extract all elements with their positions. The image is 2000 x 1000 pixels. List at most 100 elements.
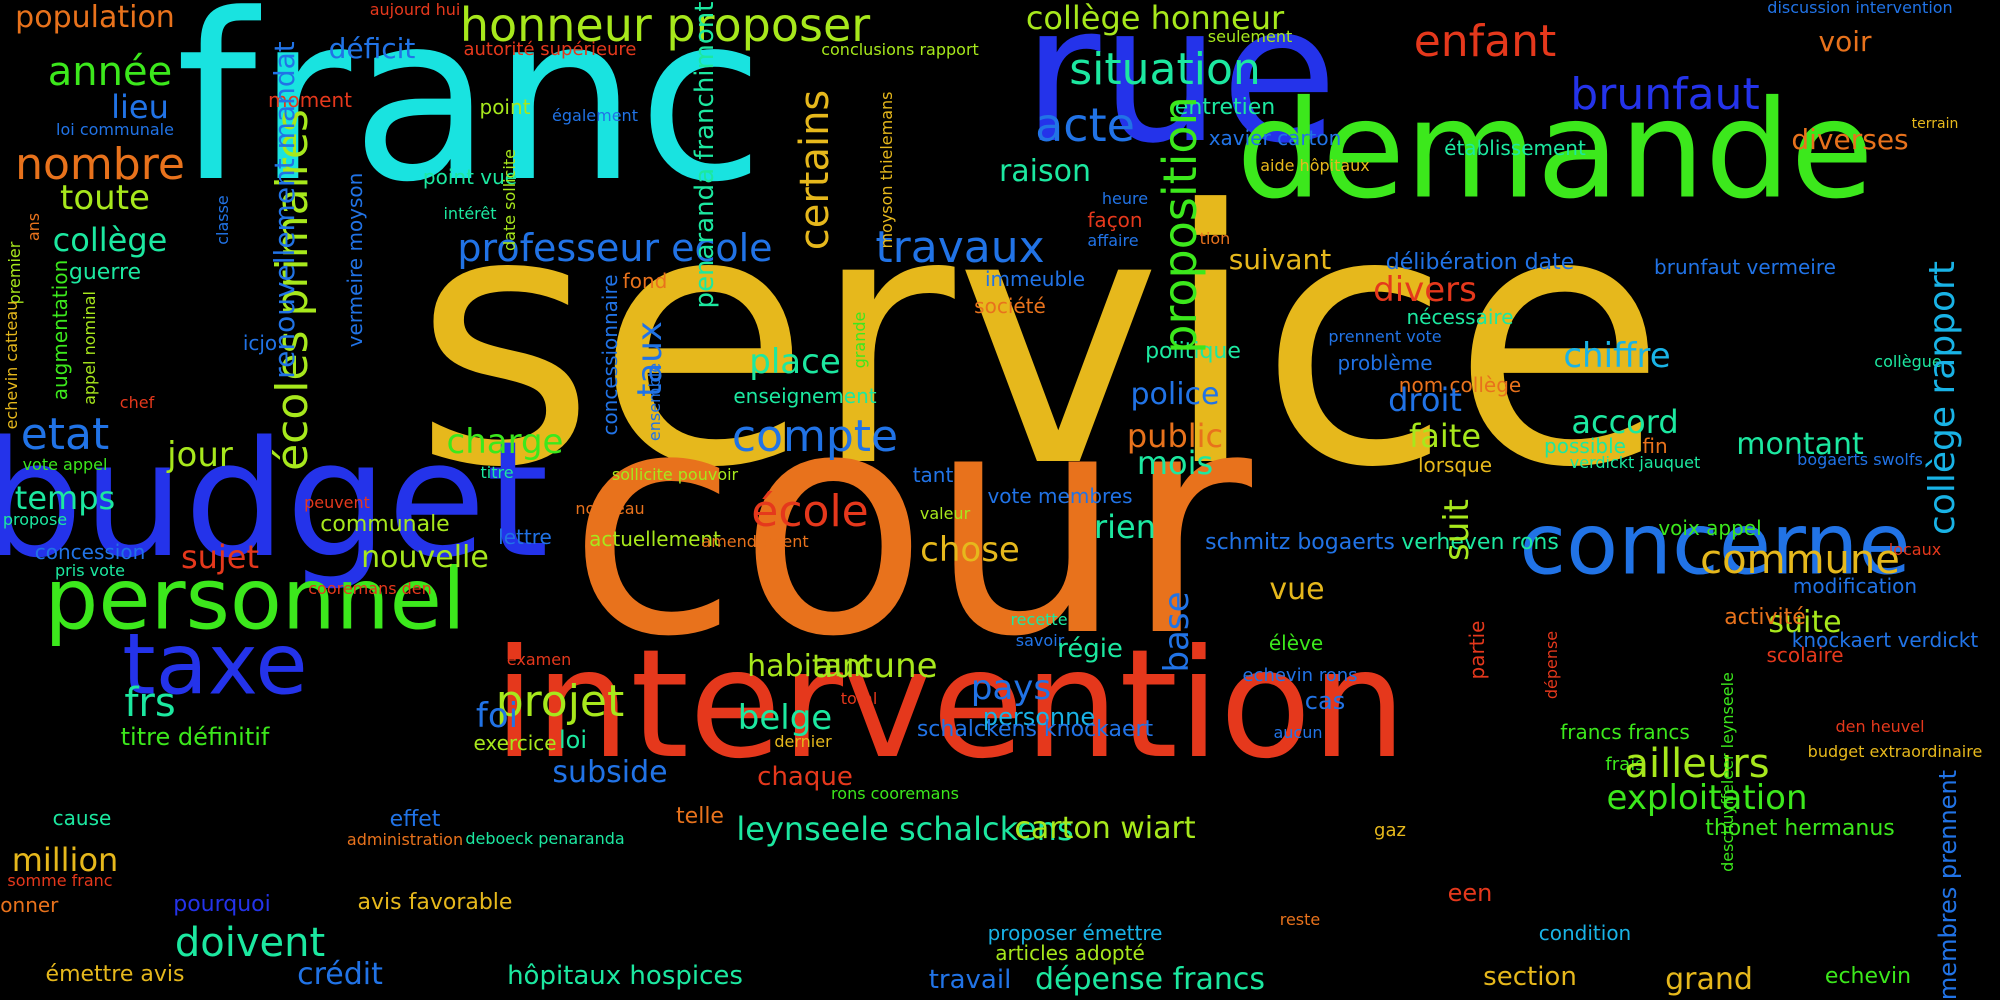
cloud-word: concerne: [1519, 495, 1911, 595]
cloud-word: honneur proposer: [459, 0, 871, 52]
cloud-word: rons cooremans: [831, 784, 959, 803]
cloud-word: travail: [928, 965, 1012, 995]
cloud-word: belge: [737, 698, 833, 738]
cloud-word: hôpitaux hospices: [507, 961, 743, 991]
cloud-word: affaire: [1087, 231, 1139, 250]
cloud-word: exercice: [473, 731, 557, 755]
cloud-word: xavier carton: [1208, 126, 1342, 150]
cloud-word: chef: [119, 393, 155, 412]
cloud-word: raison: [998, 154, 1092, 189]
cloud-word: dernier: [774, 732, 832, 751]
cloud-word: ans: [24, 212, 43, 242]
cloud-word: leynseele schalckens: [736, 810, 1074, 848]
cloud-word: loi: [558, 726, 588, 754]
cloud-word: concession: [34, 540, 146, 564]
cloud-word: voix appel: [1658, 516, 1762, 540]
cloud-word: date sollicite: [500, 149, 519, 251]
cloud-word: guerre: [68, 260, 142, 285]
cloud-word: seulement: [1207, 27, 1293, 46]
cloud-word: dépense francs: [1034, 962, 1266, 997]
cloud-word: somme franc: [7, 871, 113, 890]
cloud-word: telle: [676, 804, 724, 829]
cloud-word: tion: [1199, 229, 1231, 248]
cloud-word: place: [749, 342, 841, 382]
cloud-word: franc: [175, 0, 765, 233]
cloud-word: collègue: [1874, 352, 1942, 371]
cloud-word: rue: [1022, 0, 1338, 185]
cloud-word: foi: [475, 696, 519, 736]
cloud-word: schalckens knockaert: [916, 717, 1154, 742]
cloud-word: société: [974, 294, 1046, 318]
cloud-word: gaz: [1374, 820, 1406, 841]
cloud-word: sujet: [180, 538, 260, 576]
cloud-word: moyson thielemans: [877, 91, 896, 249]
cloud-word: chaque: [757, 762, 853, 792]
cloud-word: politique: [1145, 339, 1241, 364]
cloud-word: loi communale: [56, 120, 174, 139]
cloud-word: peuvent: [304, 493, 370, 512]
cloud-word: deschuyffeleer leynseele: [1718, 672, 1737, 872]
cloud-word: ailleurs: [1624, 741, 1770, 787]
cloud-word: base: [1157, 591, 1197, 673]
cloud-word: modification: [1792, 574, 1918, 598]
cloud-word: établissement: [1444, 136, 1586, 160]
cloud-word: grand: [1665, 962, 1753, 997]
cloud-word: million: [11, 841, 119, 879]
cloud-word: personne: [982, 703, 1096, 731]
cloud-word: echevin: [1824, 964, 1912, 989]
cloud-word: collège rapport: [1922, 261, 1963, 535]
cloud-word: verdickt jauquet: [1569, 453, 1701, 472]
cloud-word: brunfaut vermeire: [1654, 255, 1836, 279]
cloud-word: tant: [912, 463, 954, 487]
cloud-word: toute: [60, 178, 150, 218]
cloud-word: budget: [0, 406, 549, 593]
cloud-word: charge: [446, 422, 564, 462]
cloud-word: lorsque: [1417, 453, 1493, 477]
cloud-word: année: [47, 49, 173, 95]
cloud-word: enfant: [1413, 16, 1557, 67]
cloud-word: personnel: [44, 550, 466, 650]
cloud-word: actuellement: [589, 527, 721, 551]
cloud-word: schmitz bogaerts: [1205, 530, 1395, 555]
cloud-word: classe: [213, 195, 232, 245]
cloud-word: public: [1126, 417, 1224, 455]
cloud-word: chose: [920, 530, 1020, 570]
cloud-word: vermeire moyson: [343, 172, 367, 348]
cloud-word: rien: [1093, 508, 1157, 546]
cloud-word: taxe: [122, 615, 308, 715]
cloud-word: appel nominal: [80, 291, 99, 405]
cloud-word: avis favorable: [357, 890, 513, 915]
cloud-word: aucune: [812, 646, 938, 686]
cloud-word: enseignement: [733, 384, 877, 408]
cloud-word: exploitation: [1606, 778, 1808, 818]
cloud-word: autorité supérieure: [463, 39, 637, 60]
cloud-word: jour: [167, 435, 233, 475]
cloud-word: chiffre: [1563, 336, 1671, 376]
cloud-word: police: [1130, 377, 1220, 412]
cloud-word: faite: [1409, 417, 1481, 455]
cloud-word: penaranda franchimont: [690, 1, 720, 309]
cloud-word: habitant: [747, 649, 873, 684]
cloud-word: point vue: [422, 165, 518, 189]
cloud-word: carton wiart: [1014, 811, 1196, 846]
cloud-word: deboeck penaranda: [465, 829, 625, 848]
cloud-word: nom collège: [1398, 373, 1522, 397]
cloud-word: intervention: [493, 618, 1407, 792]
cloud-word: conclusions rapport: [821, 40, 979, 59]
cloud-word: nouveau: [575, 499, 645, 518]
cloud-word: administration: [346, 830, 464, 849]
cloud-word: examen: [506, 650, 572, 669]
cloud-word: total: [840, 689, 878, 708]
cloud-word: ensemble: [645, 362, 664, 442]
cloud-word: temps: [14, 479, 116, 517]
cloud-word: compte: [731, 411, 899, 462]
cloud-word: brunfaut: [1570, 69, 1760, 120]
cloud-word: crédit: [297, 957, 383, 992]
cloud-word: service: [413, 136, 1667, 544]
cloud-word: école: [751, 486, 869, 537]
cloud-word: proposition: [1153, 96, 1207, 354]
cloud-word: problème: [1337, 351, 1433, 375]
cloud-word: heure: [1101, 189, 1149, 208]
cloud-word: suivant: [1228, 243, 1332, 276]
